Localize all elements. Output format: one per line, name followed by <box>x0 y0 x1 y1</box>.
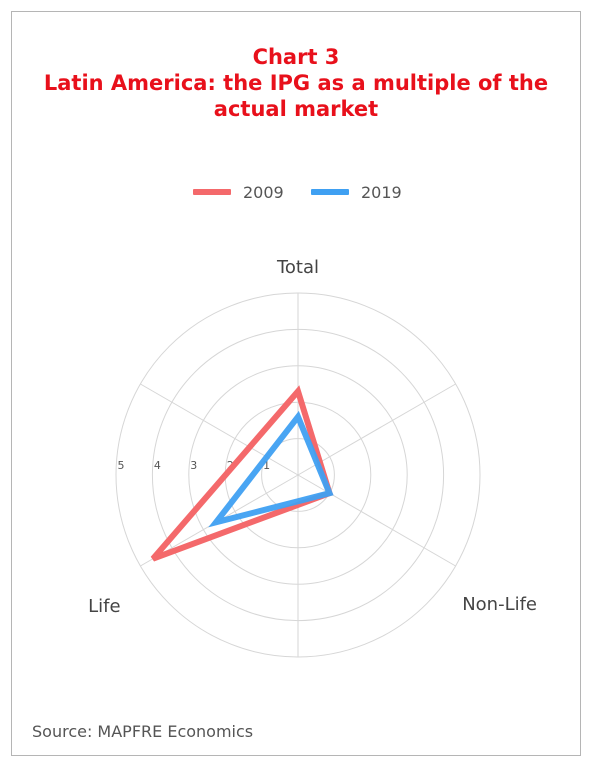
axis-label-total: Total <box>276 257 319 278</box>
legend-label-2019: 2019 <box>361 182 402 202</box>
tick-label-4: 4 <box>154 459 161 472</box>
legend-label-2009: 2009 <box>243 182 284 202</box>
series-2019-polygon <box>208 410 334 528</box>
chart-frame <box>11 11 581 756</box>
chart-title-line-1: Chart 3 <box>252 45 340 69</box>
tick-label-3: 3 <box>190 459 197 472</box>
chart-legend: 2009 2019 <box>0 178 592 206</box>
chart-title-line-3: actual market <box>213 97 379 121</box>
legend-item-2019: 2019 <box>311 178 402 206</box>
legend-swatch-2009 <box>193 189 231 195</box>
axis-label-life: Life <box>88 596 120 617</box>
grid-spoke-5 <box>140 383 299 476</box>
axis-label-non-life: Non-Life <box>462 594 537 615</box>
legend-swatch-2019 <box>311 189 349 195</box>
source-note: Source: MAPFRE Economics <box>32 722 254 741</box>
chart-title-line-2: Latin America: the IPG as a multiple of … <box>43 71 549 95</box>
grid-spoke-2 <box>297 474 456 567</box>
tick-label-1: 1 <box>263 459 270 472</box>
legend-item-2009: 2009 <box>193 178 284 206</box>
series-2009-polygon <box>150 385 334 562</box>
tick-label-5: 5 <box>118 459 125 472</box>
grid-spoke-1 <box>297 383 456 476</box>
chart-title: Chart 3 Latin America: the IPG as a mult… <box>0 44 592 122</box>
